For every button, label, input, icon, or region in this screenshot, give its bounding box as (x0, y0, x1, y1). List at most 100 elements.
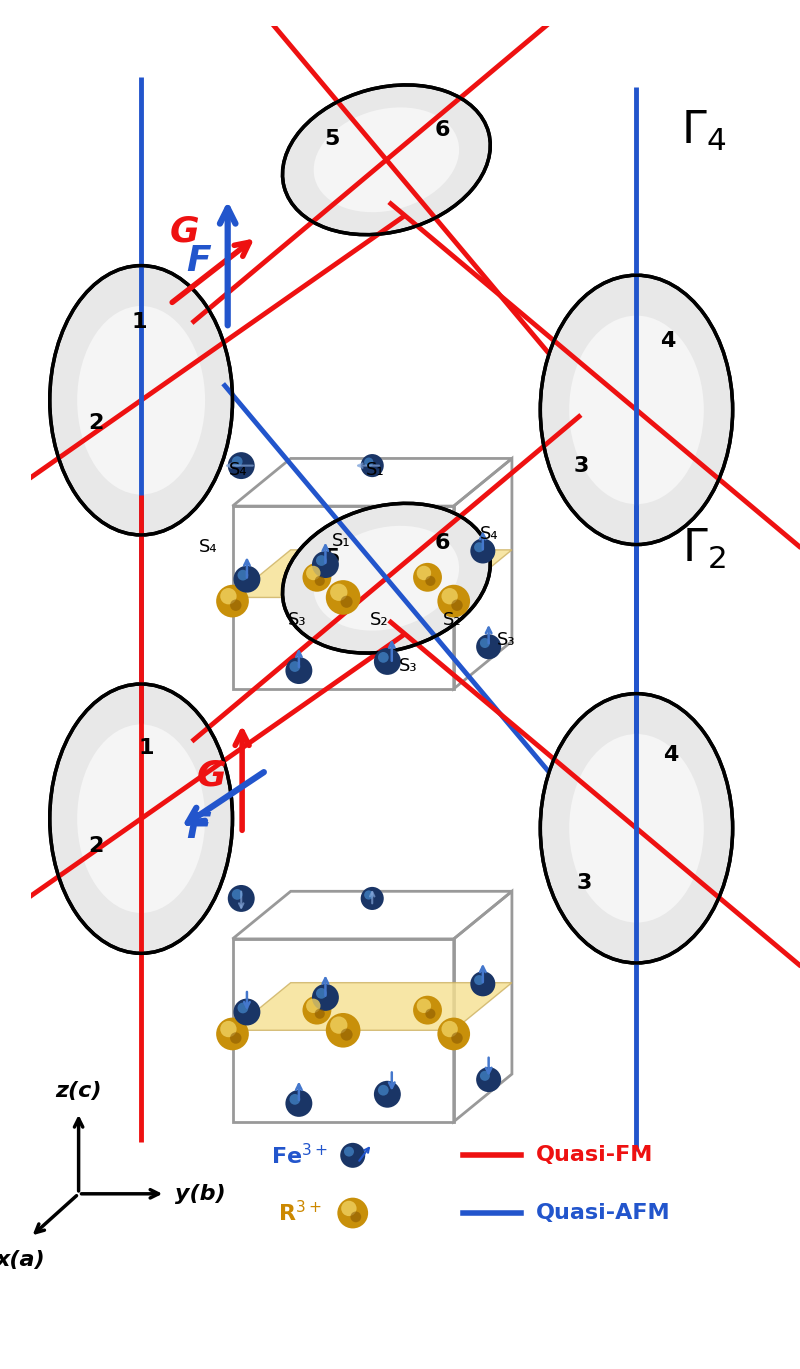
Circle shape (290, 661, 300, 672)
Circle shape (426, 576, 435, 586)
Circle shape (316, 988, 326, 999)
Circle shape (230, 600, 242, 611)
Ellipse shape (540, 694, 733, 962)
Text: 6: 6 (434, 119, 450, 140)
Circle shape (474, 975, 484, 986)
Text: S₃: S₃ (398, 657, 417, 675)
Text: Quasi-AFM: Quasi-AFM (535, 1203, 670, 1223)
Circle shape (234, 565, 260, 593)
Text: 1: 1 (131, 312, 147, 333)
Circle shape (470, 538, 495, 564)
Text: F: F (186, 812, 211, 845)
Circle shape (378, 652, 389, 663)
Text: 6: 6 (434, 534, 450, 553)
Text: y(b): y(b) (174, 1184, 226, 1203)
Ellipse shape (569, 734, 704, 923)
Circle shape (326, 1013, 361, 1047)
Circle shape (417, 998, 431, 1013)
Ellipse shape (282, 504, 490, 653)
Text: S₂: S₂ (370, 611, 388, 628)
Text: Fe$^{3+}$: Fe$^{3+}$ (271, 1143, 328, 1168)
Circle shape (341, 1201, 357, 1216)
Text: F: F (186, 244, 211, 278)
Circle shape (474, 542, 484, 552)
Ellipse shape (50, 684, 233, 953)
Circle shape (470, 972, 495, 997)
Circle shape (413, 995, 442, 1024)
Circle shape (374, 1080, 401, 1108)
Circle shape (330, 1016, 347, 1034)
Circle shape (314, 576, 325, 586)
Circle shape (238, 570, 248, 580)
Text: S₁: S₁ (366, 461, 385, 479)
Circle shape (234, 998, 260, 1025)
Circle shape (302, 563, 331, 591)
Ellipse shape (569, 316, 704, 504)
Circle shape (442, 589, 458, 604)
Text: S₄: S₄ (480, 526, 498, 543)
Circle shape (476, 634, 501, 660)
Ellipse shape (540, 275, 733, 545)
Circle shape (426, 1009, 435, 1019)
Polygon shape (233, 983, 512, 1031)
Circle shape (338, 1198, 368, 1228)
Text: 4: 4 (663, 745, 678, 765)
Circle shape (302, 995, 331, 1024)
Ellipse shape (314, 526, 459, 631)
Text: 3: 3 (574, 456, 590, 476)
Ellipse shape (50, 266, 233, 535)
Circle shape (378, 1084, 389, 1095)
Circle shape (228, 452, 254, 479)
Circle shape (232, 456, 242, 467)
Circle shape (340, 1143, 366, 1168)
Text: S₃: S₃ (497, 631, 515, 649)
Circle shape (220, 589, 237, 604)
Text: $\Gamma_4$: $\Gamma_4$ (681, 110, 726, 153)
Circle shape (232, 888, 242, 899)
Circle shape (220, 1021, 237, 1038)
Text: S₄: S₄ (229, 461, 247, 479)
Circle shape (316, 556, 326, 565)
Circle shape (238, 1002, 248, 1013)
Circle shape (344, 1147, 354, 1157)
Circle shape (314, 1009, 325, 1019)
Polygon shape (233, 550, 512, 597)
Text: R$^{3+}$: R$^{3+}$ (278, 1201, 322, 1225)
Circle shape (216, 1017, 249, 1050)
Circle shape (417, 565, 431, 580)
Ellipse shape (314, 107, 459, 212)
Circle shape (341, 596, 353, 608)
Text: S₄: S₄ (199, 538, 218, 556)
Text: 5: 5 (324, 548, 339, 568)
Circle shape (442, 1021, 458, 1038)
Text: 5: 5 (324, 130, 339, 149)
Text: G: G (170, 215, 199, 249)
Text: x(a): x(a) (0, 1250, 46, 1269)
Circle shape (350, 1212, 361, 1223)
Circle shape (330, 583, 347, 601)
Circle shape (364, 890, 374, 899)
Circle shape (306, 565, 321, 580)
Text: Quasi-FM: Quasi-FM (535, 1146, 653, 1165)
Circle shape (480, 638, 490, 648)
Text: $\Gamma_2$: $\Gamma_2$ (682, 527, 726, 571)
Circle shape (451, 600, 462, 611)
Ellipse shape (282, 85, 490, 234)
Circle shape (438, 585, 470, 617)
Circle shape (216, 585, 249, 617)
Ellipse shape (77, 724, 205, 913)
Text: S₂: S₂ (442, 611, 462, 628)
Circle shape (438, 1017, 470, 1050)
Text: 3: 3 (577, 873, 592, 893)
Circle shape (341, 1028, 353, 1040)
Circle shape (286, 1090, 312, 1117)
Text: G: G (197, 758, 226, 793)
Text: 2: 2 (88, 836, 103, 857)
Circle shape (476, 1066, 501, 1092)
Circle shape (361, 887, 384, 910)
Circle shape (286, 657, 312, 684)
Circle shape (230, 1032, 242, 1043)
Circle shape (312, 552, 339, 578)
Circle shape (290, 1094, 300, 1105)
Text: S₁: S₁ (332, 533, 350, 550)
